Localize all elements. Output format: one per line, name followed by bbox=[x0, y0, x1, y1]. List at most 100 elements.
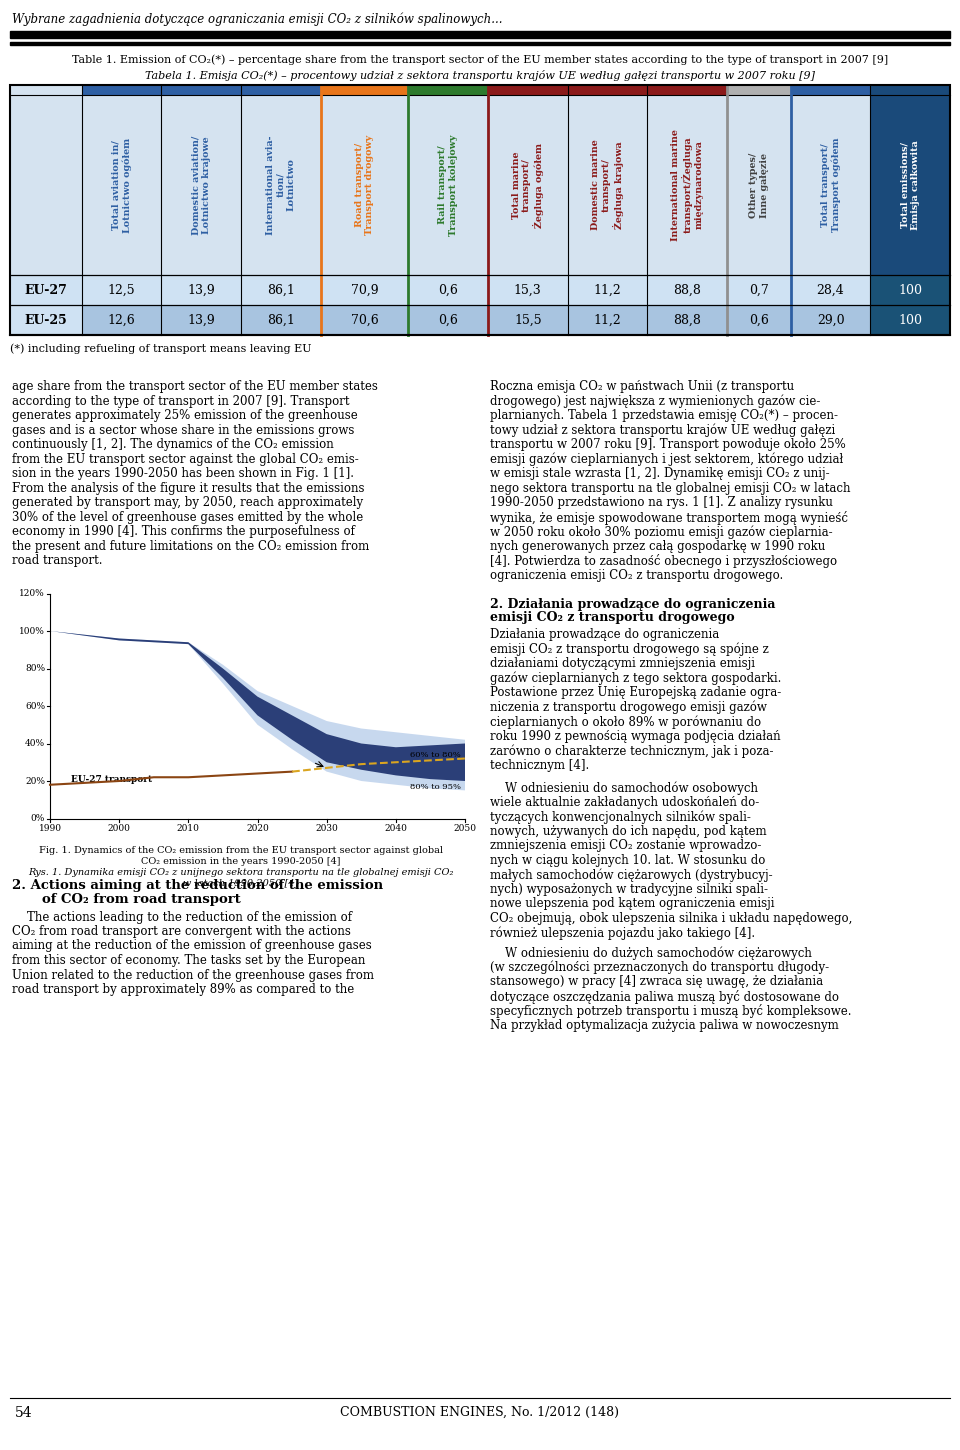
Text: economy in 1990 [4]. This confirms the purposefulness of: economy in 1990 [4]. This confirms the p… bbox=[12, 525, 355, 538]
Text: Total aviation in/
Lotnictwo ogółem: Total aviation in/ Lotnictwo ogółem bbox=[111, 138, 132, 232]
Text: 15,3: 15,3 bbox=[514, 284, 541, 296]
Bar bbox=[161, 86, 241, 96]
Text: W odniesieniu do dużych samochodów ciężarowych: W odniesieniu do dużych samochodów cięża… bbox=[490, 947, 812, 960]
Text: 1990: 1990 bbox=[38, 824, 61, 832]
Bar bbox=[12, 589, 470, 844]
Bar bbox=[82, 86, 161, 96]
Text: Total marine
transport/
Żegluga ogółem: Total marine transport/ Żegluga ogółem bbox=[512, 142, 544, 228]
Text: tyczących konwencjonalnych silników spali-: tyczących konwencjonalnych silników spal… bbox=[490, 811, 751, 824]
Text: CO₂ obejmują, obok ulepszenia silnika i układu napędowego,: CO₂ obejmują, obok ulepszenia silnika i … bbox=[490, 912, 852, 925]
Text: CO₂ emission in the years 1990-2050 [4]: CO₂ emission in the years 1990-2050 [4] bbox=[141, 857, 341, 866]
Bar bbox=[488, 86, 567, 96]
Text: nych w ciągu kolejnych 10. lat. W stosunku do: nych w ciągu kolejnych 10. lat. W stosun… bbox=[490, 854, 765, 867]
Text: W odniesieniu do samochodów osobowych: W odniesieniu do samochodów osobowych bbox=[490, 782, 758, 795]
Text: cieplarnianych o około 89% w porównaniu do: cieplarnianych o około 89% w porównaniu … bbox=[490, 715, 761, 728]
Text: technicznym [4].: technicznym [4]. bbox=[490, 758, 589, 771]
Text: nowe ulepszenia pod kątem ograniczenia emisji: nowe ulepszenia pod kątem ograniczenia e… bbox=[490, 898, 775, 911]
Text: Union related to the reduction of the greenhouse gases from: Union related to the reduction of the gr… bbox=[12, 969, 374, 982]
Bar bbox=[791, 304, 871, 335]
Text: Tabela 1. Emisja CO₂(*) – procentowy udział z sektora transportu krajów UE wedłu: Tabela 1. Emisja CO₂(*) – procentowy udz… bbox=[145, 70, 815, 81]
Text: Rys. 1. Dynamika emisji CO₂ z unijnego sektora transportu na tle globalnej emisj: Rys. 1. Dynamika emisji CO₂ z unijnego s… bbox=[28, 867, 454, 876]
Text: Domestic aviation/
Lotnictwo krajowe: Domestic aviation/ Lotnictwo krajowe bbox=[191, 135, 211, 235]
Text: 15,5: 15,5 bbox=[514, 313, 541, 326]
Bar bbox=[408, 304, 488, 335]
Bar bbox=[791, 276, 871, 304]
Text: towy udział z sektora transportu krajów UE według gałęzi: towy udział z sektora transportu krajów … bbox=[490, 423, 835, 436]
Bar bbox=[161, 304, 241, 335]
Text: 30% of the level of greenhouse gases emitted by the whole: 30% of the level of greenhouse gases emi… bbox=[12, 510, 363, 523]
Text: roku 1990 z pewnością wymaga podjęcia działań: roku 1990 z pewnością wymaga podjęcia dz… bbox=[490, 729, 780, 742]
Text: 100%: 100% bbox=[19, 626, 45, 635]
Text: (w szczególności przeznaczonych do transportu długody-: (w szczególności przeznaczonych do trans… bbox=[490, 961, 829, 974]
Text: 60%: 60% bbox=[25, 702, 45, 710]
Bar bbox=[647, 86, 727, 96]
Text: 100: 100 bbox=[899, 313, 923, 326]
Bar bbox=[567, 304, 647, 335]
Bar bbox=[321, 276, 408, 304]
Text: 12,5: 12,5 bbox=[108, 284, 135, 296]
Text: [4]. Potwierdza to zasadność obecnego i przyszłościowego: [4]. Potwierdza to zasadność obecnego i … bbox=[490, 554, 837, 568]
Bar bbox=[647, 304, 727, 335]
Bar bbox=[10, 42, 950, 45]
Text: 70,9: 70,9 bbox=[350, 284, 378, 296]
Text: 120%: 120% bbox=[19, 589, 45, 597]
Text: 70,6: 70,6 bbox=[350, 313, 378, 326]
Text: The actions leading to the reduction of the emission of: The actions leading to the reduction of … bbox=[12, 911, 352, 924]
Text: From the analysis of the figure it results that the emissions: From the analysis of the figure it resul… bbox=[12, 481, 365, 494]
Text: emisji gazów cieplarnianych i jest sektorem, którego udział: emisji gazów cieplarnianych i jest sekto… bbox=[490, 452, 843, 465]
Bar bbox=[10, 304, 82, 335]
Bar bbox=[408, 86, 488, 96]
Text: 2000: 2000 bbox=[108, 824, 131, 832]
Text: 12,6: 12,6 bbox=[108, 313, 135, 326]
Text: 2030: 2030 bbox=[315, 824, 338, 832]
Text: wynika, że emisje spowodowane transportem mogą wynieść: wynika, że emisje spowodowane transporte… bbox=[490, 510, 848, 525]
Bar bbox=[10, 86, 950, 276]
Text: specyficznych potrzeb transportu i muszą być kompleksowe.: specyficznych potrzeb transportu i muszą… bbox=[490, 1005, 852, 1018]
Text: 2. Actions aiming at the reduction of the emission: 2. Actions aiming at the reduction of th… bbox=[12, 879, 383, 892]
Text: 60% to 80%: 60% to 80% bbox=[410, 751, 461, 758]
Text: wiele aktualnie zakładanych udoskońaleń do-: wiele aktualnie zakładanych udoskońaleń … bbox=[490, 796, 759, 809]
Text: gases and is a sector whose share in the emissions grows: gases and is a sector whose share in the… bbox=[12, 423, 354, 436]
Text: emisji CO₂ z transportu drogowego: emisji CO₂ z transportu drogowego bbox=[490, 610, 734, 624]
Text: nych) wyposażonych w tradycyjne silniki spali-: nych) wyposażonych w tradycyjne silniki … bbox=[490, 883, 768, 896]
Bar bbox=[488, 304, 567, 335]
Text: drogowego) jest największa z wymienionych gazów cie-: drogowego) jest największa z wymienionyc… bbox=[490, 394, 821, 407]
Text: 0%: 0% bbox=[31, 813, 45, 824]
Text: Działania prowadzące do ograniczenia: Działania prowadzące do ograniczenia bbox=[490, 628, 719, 641]
Text: Fig. 1. Dynamics of the CO₂ emission from the EU transport sector against global: Fig. 1. Dynamics of the CO₂ emission fro… bbox=[39, 845, 443, 854]
Text: 13,9: 13,9 bbox=[187, 313, 215, 326]
Text: plarnianych. Tabela 1 przedstawia emisję CO₂(*) – procen-: plarnianych. Tabela 1 przedstawia emisję… bbox=[490, 409, 838, 422]
Text: 11,2: 11,2 bbox=[593, 313, 621, 326]
Text: International avia-
tion/
Lotnictwo: International avia- tion/ Lotnictwo bbox=[266, 135, 296, 235]
Text: of CO₂ from road transport: of CO₂ from road transport bbox=[42, 893, 241, 905]
Text: ograniczenia emisji CO₂ z transportu drogowego.: ograniczenia emisji CO₂ z transportu dro… bbox=[490, 568, 783, 581]
Text: according to the type of transport in 2007 [9]. Transport: according to the type of transport in 20… bbox=[12, 394, 349, 407]
Bar bbox=[10, 276, 82, 304]
Text: 2040: 2040 bbox=[384, 824, 407, 832]
Text: Total transport/
Transport ogółem: Total transport/ Transport ogółem bbox=[821, 138, 841, 232]
Text: w emisji stale wzrasta [1, 2]. Dynamikę emisji CO₂ z unij-: w emisji stale wzrasta [1, 2]. Dynamikę … bbox=[490, 467, 829, 480]
Text: 29,0: 29,0 bbox=[817, 313, 845, 326]
Bar bbox=[871, 86, 950, 96]
Text: działaniami dotyczącymi zmniejszenia emisji: działaniami dotyczącymi zmniejszenia emi… bbox=[490, 657, 755, 670]
Text: 2010: 2010 bbox=[177, 824, 200, 832]
Bar bbox=[241, 276, 321, 304]
Bar bbox=[727, 304, 791, 335]
Bar bbox=[321, 86, 408, 96]
Text: 0,6: 0,6 bbox=[438, 313, 458, 326]
Text: Roczna emisja CO₂ w państwach Unii (z transportu: Roczna emisja CO₂ w państwach Unii (z tr… bbox=[490, 380, 794, 393]
Text: generates approximately 25% emission of the greenhouse: generates approximately 25% emission of … bbox=[12, 409, 358, 422]
Text: 0,7: 0,7 bbox=[749, 284, 769, 296]
Polygon shape bbox=[50, 631, 465, 782]
Bar bbox=[10, 30, 950, 38]
Text: Na przykład optymalizacja zużycia paliwa w nowoczesnym: Na przykład optymalizacja zużycia paliwa… bbox=[490, 1019, 839, 1032]
Text: 2020: 2020 bbox=[246, 824, 269, 832]
Bar bbox=[791, 86, 871, 96]
Text: w 2050 roku około 30% poziomu emisji gazów cieplarnia-: w 2050 roku około 30% poziomu emisji gaz… bbox=[490, 525, 832, 538]
Text: 54: 54 bbox=[15, 1406, 33, 1420]
Text: 28,4: 28,4 bbox=[817, 284, 845, 296]
Bar bbox=[727, 276, 791, 304]
Bar bbox=[871, 86, 950, 276]
Text: road transport by approximately 89% as compared to the: road transport by approximately 89% as c… bbox=[12, 983, 354, 996]
Text: nowych, używanych do ich napędu, pod kątem: nowych, używanych do ich napędu, pod kąt… bbox=[490, 825, 767, 838]
